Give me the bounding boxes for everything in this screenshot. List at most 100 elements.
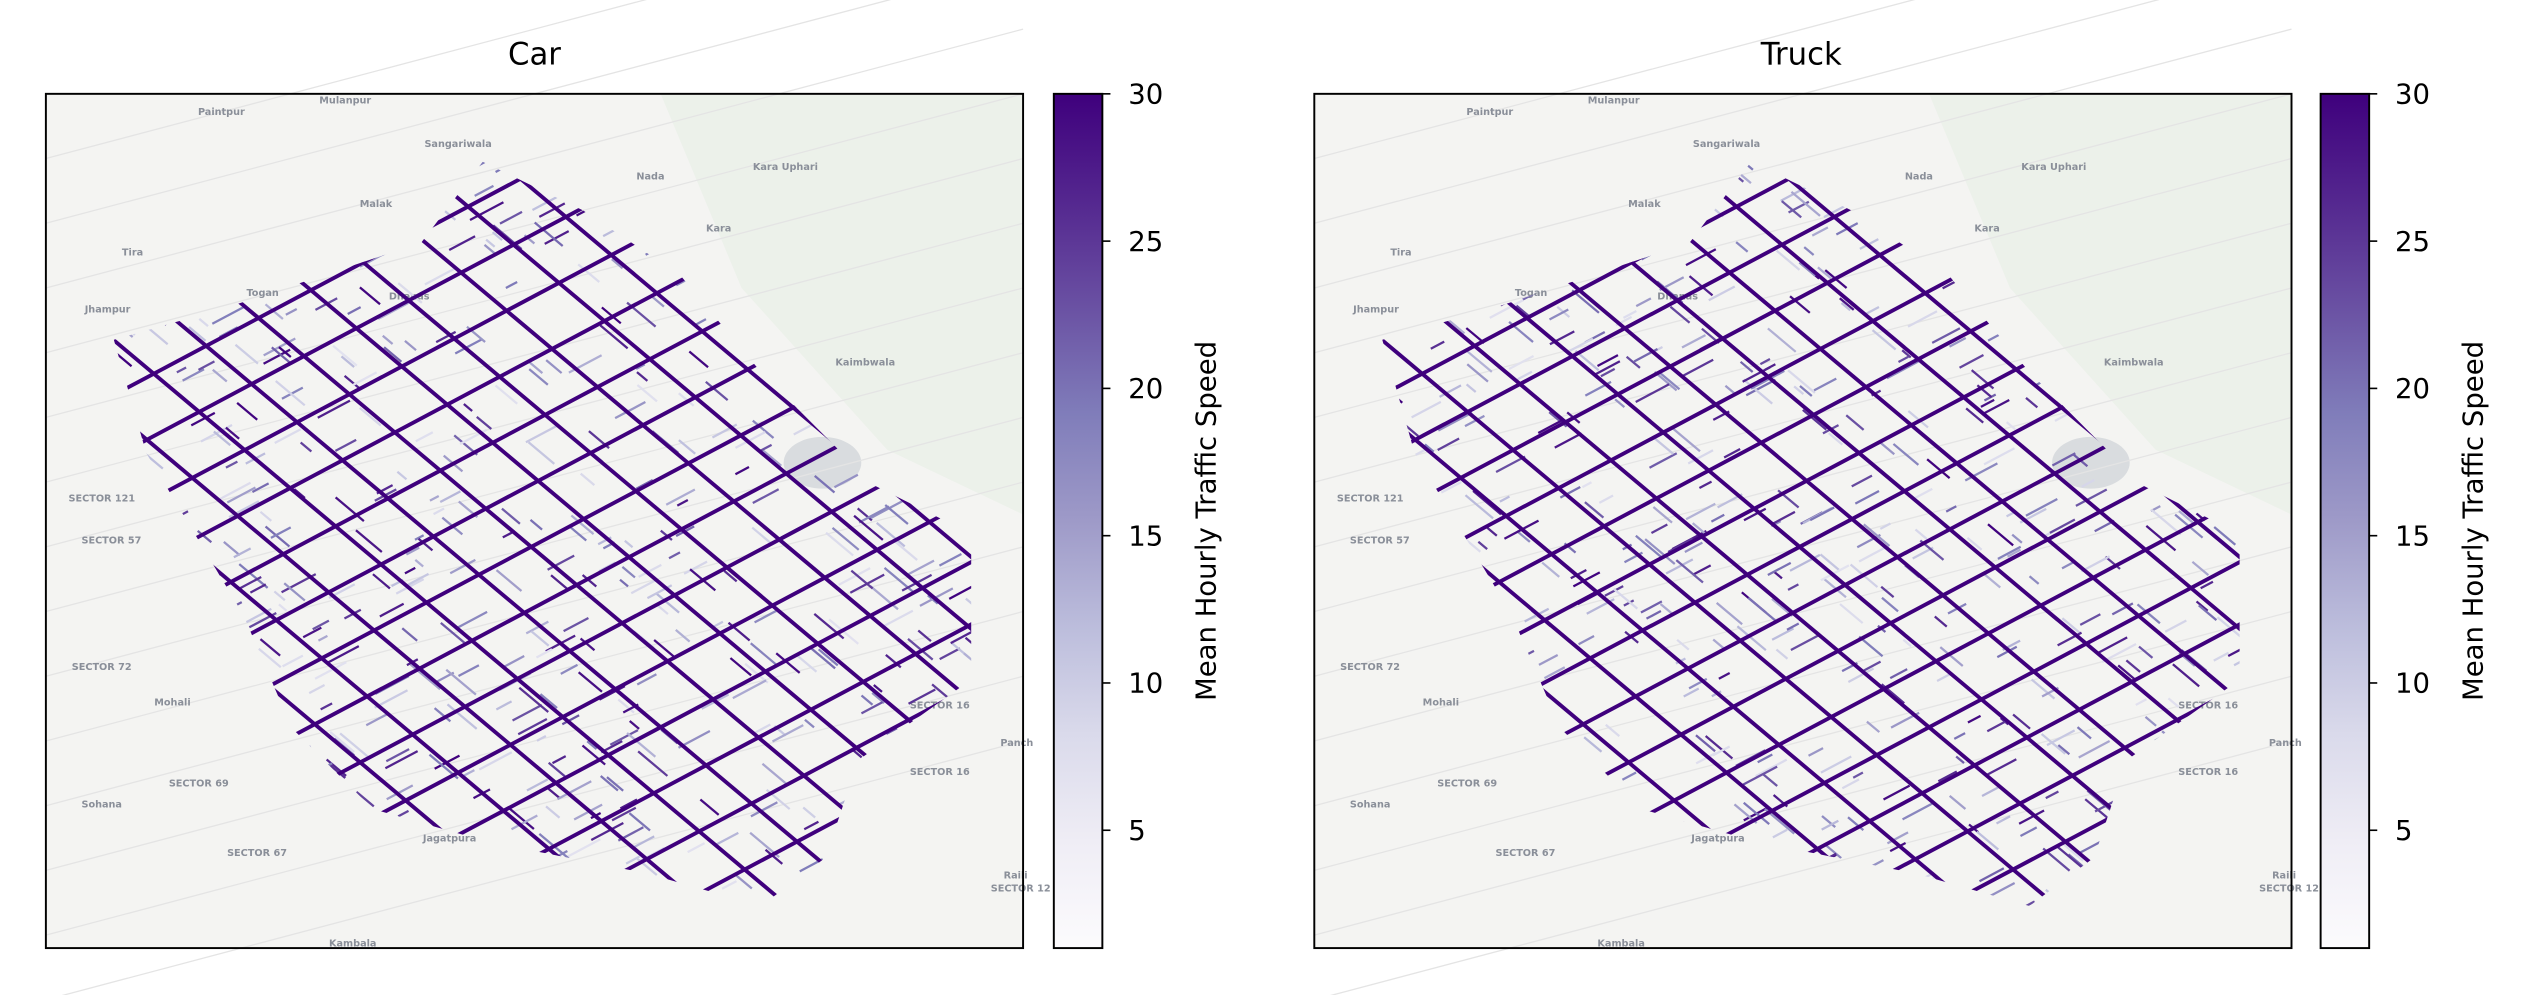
road: [259, 638, 281, 657]
road: [2191, 560, 2210, 577]
road: [317, 634, 328, 642]
arterial: [113, 311, 972, 907]
road: [750, 642, 778, 667]
road: [379, 602, 405, 618]
road: [1650, 523, 1668, 534]
road: [590, 980, 612, 995]
map-road: [1330, 740, 2292, 995]
road: [231, 956, 262, 973]
road: [439, 490, 461, 504]
road: [1953, 732, 1966, 740]
map-road: [1314, 546, 2292, 807]
arterial: [113, 161, 972, 735]
road: [379, 22, 407, 46]
road: [2164, 619, 2187, 633]
road: [1250, 633, 1258, 640]
road: [2144, 716, 2157, 727]
arterial: [1382, 161, 2240, 907]
road: [814, 475, 836, 494]
road: [734, 466, 750, 476]
road: [628, 720, 640, 730]
road: [1219, 297, 1247, 312]
road: [1699, 55, 1725, 69]
road: [1465, 383, 1477, 393]
road: [1955, 755, 1965, 764]
road: [675, 629, 691, 643]
road: [664, 2, 678, 10]
road: [2057, 744, 2071, 756]
road: [1645, 610, 1662, 620]
road: [1967, 714, 1982, 724]
road: [1411, 400, 1442, 419]
road: [2025, 396, 2039, 409]
road: [1292, 425, 1308, 439]
road: [964, 636, 972, 658]
road: [401, 627, 418, 642]
road: [312, 619, 330, 631]
map-label: Jagatpura: [1690, 833, 1744, 844]
arterial: [1382, 161, 2240, 907]
road: [665, 969, 684, 985]
road: [614, 401, 646, 420]
road: [1437, 411, 1473, 432]
map-road: [45, 222, 1024, 483]
road: [856, 507, 873, 522]
road: [1799, 385, 1813, 397]
map-label: Jagatpura: [422, 833, 476, 844]
road: [2010, 948, 2030, 959]
road: [439, 968, 449, 976]
road: [1430, 340, 1445, 350]
road: [565, 838, 601, 859]
map-label: SECTOR 16: [2178, 701, 2238, 712]
map-label: Panch: [1000, 738, 1033, 749]
road: [197, 360, 215, 371]
road: [285, 308, 298, 316]
map-label: SECTOR 16: [910, 701, 970, 712]
arterial: [1382, 161, 2240, 907]
map-road: [1314, 222, 2292, 483]
road: [1819, 553, 1840, 571]
colorbar: [2319, 92, 2371, 950]
road: [1847, 667, 1875, 683]
road: [1782, 970, 1795, 981]
road: [2104, 555, 2121, 570]
road: [1625, 355, 1641, 369]
road: [1256, 461, 1279, 480]
road: [1877, 62, 1905, 85]
road: [24, 335, 41, 344]
road: [530, 630, 550, 647]
road: [1698, 480, 1713, 490]
map-label: Malak: [1628, 199, 1661, 210]
arterial: [1382, 161, 2240, 907]
road: [18, 526, 42, 547]
road: [1516, 530, 1531, 543]
colorbar-label: Mean Hourly Traffic Speed: [2457, 341, 2489, 701]
road: [621, 22, 639, 37]
arterial: [113, 161, 972, 907]
map-road: [45, 157, 1024, 419]
road: [1684, 541, 1703, 553]
road: [278, 603, 288, 612]
road: [2080, 555, 2111, 573]
road: [1742, 765, 1778, 786]
road: [628, 812, 651, 832]
road: [1583, 736, 1603, 753]
road: [1508, 354, 1535, 370]
road: [1745, 378, 1776, 397]
road: [365, 712, 390, 727]
road: [621, 957, 632, 966]
map-label: Kara Uphari: [753, 162, 818, 173]
road: [1996, 645, 2018, 659]
road: [544, 230, 570, 245]
arterial: [113, 236, 972, 907]
road: [1839, 603, 1864, 624]
road: [212, 368, 228, 383]
map-label: Paintpur: [198, 107, 245, 118]
road: [1710, 513, 1725, 523]
colorbar-label: Mean Hourly Traffic Speed: [1191, 341, 1223, 701]
road: [1644, 538, 1676, 565]
road: [1820, 564, 1850, 582]
road: [646, 27, 664, 36]
road: [1762, 773, 1778, 787]
road: [669, 42, 695, 56]
